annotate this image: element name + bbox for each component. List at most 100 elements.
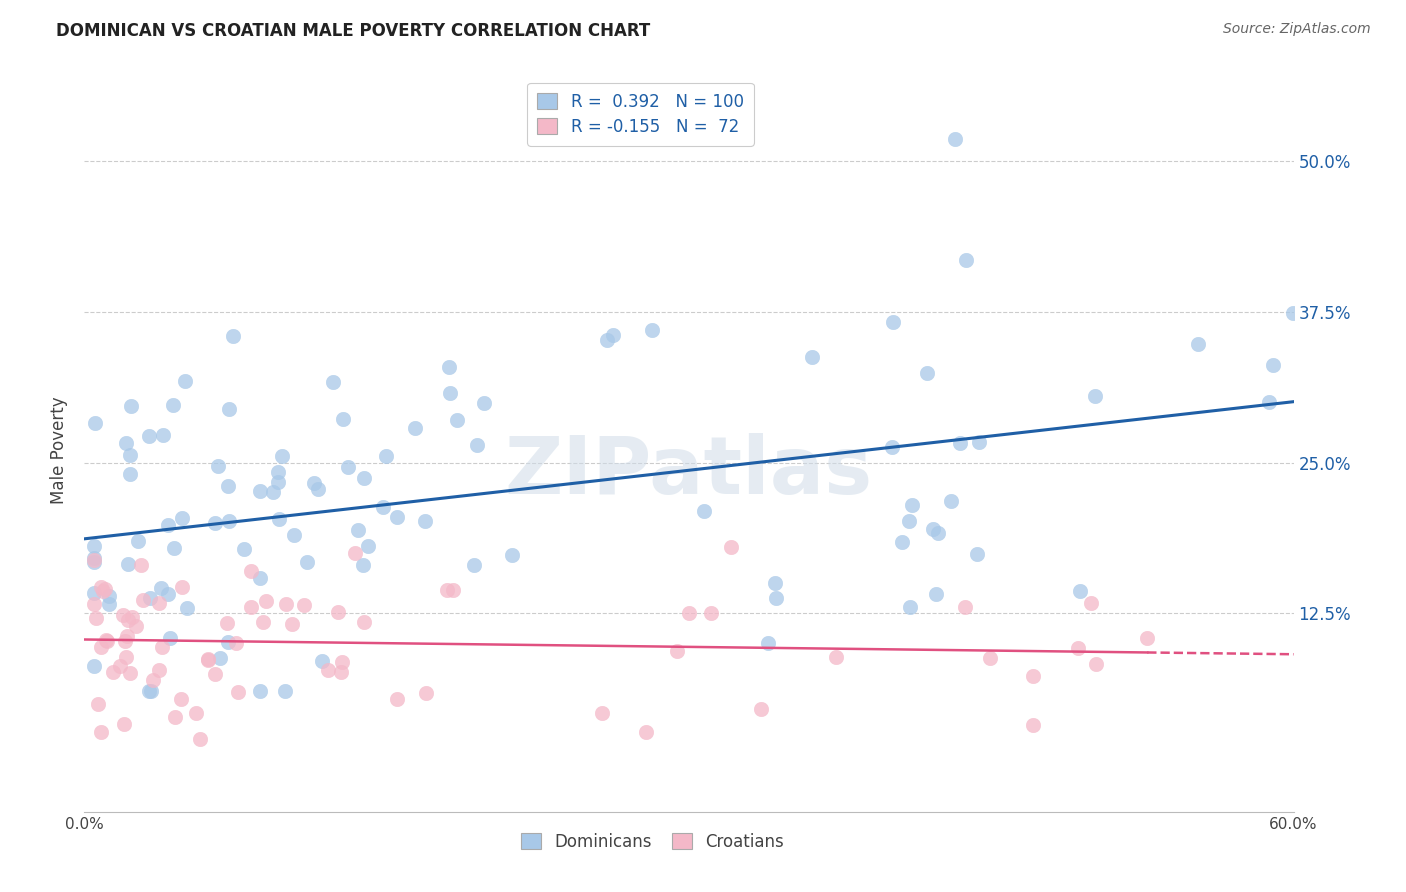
Point bbox=[163, 541, 186, 555]
Point bbox=[204, 516, 226, 530]
Point bbox=[152, 427, 174, 442]
Point bbox=[254, 593, 277, 607]
Point bbox=[966, 547, 988, 561]
Point bbox=[439, 386, 461, 401]
Point bbox=[131, 558, 153, 573]
Point bbox=[436, 582, 458, 597]
Point bbox=[267, 465, 290, 479]
Point bbox=[111, 607, 134, 622]
Point bbox=[763, 576, 786, 591]
Point bbox=[353, 471, 375, 485]
Point bbox=[96, 634, 118, 648]
Point bbox=[898, 514, 921, 528]
Point bbox=[115, 436, 138, 450]
Point bbox=[437, 359, 460, 374]
Point bbox=[1136, 632, 1159, 646]
Point bbox=[173, 375, 195, 389]
Point bbox=[387, 691, 409, 706]
Point bbox=[699, 607, 721, 621]
Point bbox=[148, 664, 170, 678]
Point bbox=[239, 600, 262, 615]
Point bbox=[157, 518, 180, 533]
Point bbox=[139, 684, 162, 698]
Point bbox=[922, 522, 945, 536]
Point bbox=[953, 599, 976, 614]
Point bbox=[371, 500, 394, 515]
Point bbox=[756, 636, 779, 650]
Point bbox=[924, 587, 946, 601]
Point bbox=[91, 584, 114, 599]
Point bbox=[138, 429, 160, 443]
Point bbox=[118, 666, 141, 681]
Y-axis label: Male Poverty: Male Poverty bbox=[51, 397, 69, 504]
Point bbox=[352, 558, 374, 573]
Point bbox=[162, 398, 184, 412]
Point bbox=[890, 534, 912, 549]
Point bbox=[415, 686, 437, 700]
Point bbox=[83, 586, 105, 600]
Point bbox=[765, 591, 787, 605]
Point bbox=[150, 581, 173, 595]
Point bbox=[90, 640, 112, 654]
Point bbox=[83, 553, 105, 567]
Point bbox=[326, 605, 349, 619]
Point bbox=[927, 525, 949, 540]
Point bbox=[148, 596, 170, 610]
Point bbox=[979, 650, 1001, 665]
Point bbox=[1080, 596, 1102, 610]
Point bbox=[232, 541, 254, 556]
Point bbox=[678, 606, 700, 620]
Point bbox=[225, 636, 247, 650]
Point bbox=[322, 375, 344, 389]
Point bbox=[207, 458, 229, 473]
Point bbox=[939, 493, 962, 508]
Point bbox=[83, 555, 105, 569]
Point bbox=[131, 592, 153, 607]
Point bbox=[955, 253, 977, 268]
Point bbox=[208, 651, 231, 665]
Point bbox=[1257, 395, 1279, 409]
Point bbox=[98, 597, 121, 611]
Point bbox=[900, 498, 922, 512]
Point bbox=[634, 725, 657, 739]
Point bbox=[93, 582, 115, 596]
Point bbox=[170, 692, 193, 706]
Point bbox=[295, 555, 318, 569]
Point bbox=[197, 653, 219, 667]
Point bbox=[501, 548, 523, 562]
Point bbox=[115, 649, 138, 664]
Point bbox=[172, 580, 194, 594]
Point bbox=[344, 546, 367, 560]
Point bbox=[127, 533, 149, 548]
Point bbox=[949, 436, 972, 450]
Point bbox=[1069, 584, 1091, 599]
Point bbox=[98, 589, 121, 603]
Point bbox=[1261, 358, 1284, 372]
Point bbox=[252, 615, 274, 629]
Point bbox=[110, 659, 132, 673]
Point bbox=[87, 697, 110, 711]
Point bbox=[270, 449, 292, 463]
Point bbox=[446, 413, 468, 427]
Point bbox=[880, 441, 903, 455]
Point bbox=[172, 511, 194, 525]
Point bbox=[217, 479, 239, 493]
Point bbox=[262, 485, 284, 500]
Point bbox=[204, 666, 226, 681]
Point bbox=[269, 512, 291, 526]
Point bbox=[302, 475, 325, 490]
Point bbox=[83, 416, 105, 430]
Point bbox=[1067, 640, 1090, 655]
Point bbox=[1021, 669, 1043, 683]
Text: ZIPatlas: ZIPatlas bbox=[505, 434, 873, 511]
Point bbox=[316, 663, 339, 677]
Point bbox=[249, 484, 271, 499]
Point bbox=[801, 351, 824, 365]
Point bbox=[150, 640, 173, 654]
Point bbox=[347, 524, 370, 538]
Text: DOMINICAN VS CROATIAN MALE POVERTY CORRELATION CHART: DOMINICAN VS CROATIAN MALE POVERTY CORRE… bbox=[56, 22, 651, 40]
Point bbox=[90, 580, 112, 594]
Point bbox=[139, 591, 162, 606]
Point bbox=[83, 551, 105, 566]
Point bbox=[720, 540, 742, 554]
